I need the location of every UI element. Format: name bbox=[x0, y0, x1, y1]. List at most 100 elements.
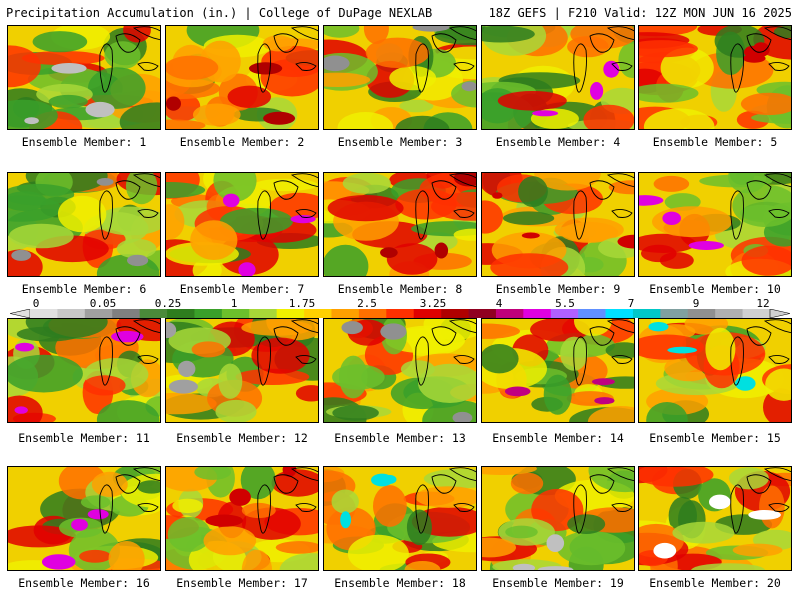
lake-outline bbox=[448, 26, 476, 41]
precip-field bbox=[482, 173, 634, 276]
ensemble-member-map bbox=[7, 318, 161, 423]
precip-contour bbox=[235, 368, 310, 385]
lake-outline bbox=[132, 467, 160, 482]
ensemble-member-map bbox=[165, 466, 319, 571]
precip-max-contour bbox=[380, 323, 407, 340]
precip-field bbox=[166, 173, 318, 276]
precip-max-contour bbox=[537, 566, 574, 570]
precip-max-contour bbox=[178, 360, 196, 377]
lake-outline bbox=[611, 502, 633, 512]
precip-contour bbox=[295, 385, 318, 402]
precip-max-contour bbox=[434, 242, 449, 259]
precip-contour bbox=[386, 243, 438, 275]
precip-field bbox=[482, 26, 634, 129]
ensemble-member-label: Ensemble Member: 9 bbox=[495, 282, 621, 296]
lake-outline bbox=[115, 326, 141, 346]
precip-field bbox=[324, 319, 476, 422]
precip-max-contour bbox=[249, 62, 283, 75]
precip-max-contour bbox=[229, 488, 251, 506]
colorbar-tick-label: 0 bbox=[32, 297, 40, 310]
lake-outline bbox=[257, 484, 271, 534]
precip-max-contour bbox=[14, 406, 28, 414]
precip-max-contour bbox=[662, 211, 681, 225]
precip-contour bbox=[557, 531, 626, 566]
ensemble-member-label: Ensemble Member: 8 bbox=[337, 282, 463, 296]
precip-contour bbox=[490, 253, 569, 276]
precip-field bbox=[166, 467, 318, 570]
precip-contour bbox=[672, 521, 735, 544]
ensemble-member-map bbox=[7, 172, 161, 277]
precip-contour bbox=[8, 99, 58, 129]
precip-contour bbox=[79, 549, 112, 563]
ensemble-member-label: Ensemble Member: 18 bbox=[334, 576, 466, 590]
precip-contour bbox=[116, 238, 157, 259]
ensemble-member-map bbox=[7, 466, 161, 571]
precip-contour bbox=[419, 232, 458, 252]
colorbar-segment bbox=[57, 309, 86, 318]
lake-outline bbox=[746, 326, 772, 346]
precip-max-contour bbox=[504, 386, 531, 397]
colorbar-min-arrow bbox=[10, 309, 31, 318]
precip-contour bbox=[728, 467, 769, 490]
precip-contour bbox=[741, 245, 791, 276]
precip-contour bbox=[732, 543, 783, 557]
lake-outline bbox=[137, 208, 159, 218]
precip-contour bbox=[8, 183, 75, 206]
colorbar-tick-label: 3.25 bbox=[419, 297, 447, 310]
ensemble-member-map bbox=[165, 172, 319, 277]
precip-contour bbox=[253, 178, 318, 192]
precip-max-contour bbox=[382, 474, 397, 484]
colorbar-segment bbox=[30, 309, 58, 318]
precip-max-contour bbox=[591, 378, 615, 386]
lake-outline bbox=[132, 173, 160, 188]
precip-contour bbox=[80, 495, 111, 509]
precip-contour bbox=[518, 176, 548, 207]
colorbar-segment bbox=[112, 309, 140, 318]
ensemble-member-map bbox=[323, 318, 477, 423]
precip-contour bbox=[203, 526, 257, 556]
precip-contour bbox=[567, 514, 606, 534]
lake-outline bbox=[273, 474, 299, 494]
precip-max-contour bbox=[11, 249, 32, 261]
lake-outline bbox=[453, 208, 475, 218]
precip-contour bbox=[482, 200, 503, 234]
lake-outline bbox=[257, 336, 271, 386]
precip-max-contour bbox=[648, 322, 669, 332]
precip-contour bbox=[641, 244, 677, 263]
lake-outline bbox=[273, 180, 299, 200]
colorbar bbox=[10, 309, 790, 318]
precip-contour bbox=[324, 26, 360, 38]
precip-contour bbox=[482, 323, 520, 339]
colorbar-max-arrow bbox=[769, 309, 790, 318]
colorbar-segment bbox=[495, 309, 524, 318]
ensemble-member-map bbox=[323, 466, 477, 571]
lake-outline bbox=[431, 180, 457, 200]
precip-contour bbox=[91, 471, 128, 497]
ensemble-member-label: Ensemble Member: 3 bbox=[337, 135, 463, 149]
colorbar-tick-label: 4 bbox=[495, 297, 503, 310]
lake-outline bbox=[257, 43, 271, 93]
colorbar-tick-label: 5.5 bbox=[555, 297, 575, 310]
precip-contour bbox=[331, 489, 359, 514]
precip-contour bbox=[8, 45, 41, 88]
ensemble-member-label: Ensemble Member: 16 bbox=[18, 576, 150, 590]
precip-field bbox=[8, 467, 160, 570]
precip-contour bbox=[339, 355, 368, 399]
precip-max-contour bbox=[639, 195, 664, 206]
colorbar-segment bbox=[687, 309, 716, 318]
precip-contour bbox=[347, 534, 409, 570]
precip-contour bbox=[95, 206, 160, 236]
ensemble-member-map bbox=[481, 172, 635, 277]
colorbar-segment bbox=[249, 309, 277, 318]
precip-contour bbox=[639, 40, 698, 58]
ensemble-member-map bbox=[638, 466, 792, 571]
precip-max-contour bbox=[667, 346, 697, 354]
lake-outline bbox=[606, 319, 634, 334]
precip-max-contour bbox=[603, 60, 620, 78]
lake-outline bbox=[589, 474, 615, 494]
lake-outline bbox=[763, 467, 791, 482]
precip-max-contour bbox=[688, 241, 724, 250]
precip-field bbox=[8, 26, 160, 129]
colorbar-segment bbox=[386, 309, 415, 318]
precip-contour bbox=[389, 65, 437, 91]
